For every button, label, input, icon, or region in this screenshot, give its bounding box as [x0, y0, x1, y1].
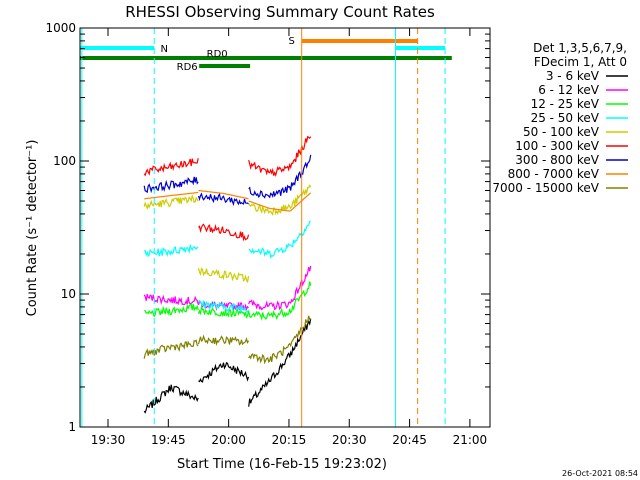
bar-rd0: RD0 [80, 49, 452, 60]
series-segment [198, 223, 250, 242]
legend-header-line-1: Det 1,3,5,6,7,9, [533, 41, 627, 55]
series-segment [198, 299, 250, 313]
y-axis-label: Count Rate (s⁻¹ detector⁻¹) [25, 140, 40, 317]
series-800-7000-kev [144, 189, 312, 212]
series-100-300-kev [143, 135, 312, 242]
timestamp: 26-Oct-2021 08:54 [562, 469, 638, 478]
axes-layer: 19:30 19:45 20:00 20:15 20:30 20:45 21:00 1 10 10… [45, 21, 490, 447]
series-segment [197, 192, 249, 207]
series-segment [248, 184, 312, 217]
y-tick-label: 1000 [45, 21, 76, 35]
legend-label: 25 - 50 keV [531, 111, 600, 125]
x-tick-label: 20:15 [272, 433, 307, 447]
series-segment [144, 191, 199, 200]
series-segment [143, 176, 199, 194]
plot-frame [79, 27, 491, 428]
series-3-6-kev [143, 318, 312, 414]
series-6-12-kev [143, 265, 312, 312]
series-segment [248, 154, 312, 199]
x-tick-label: 20:00 [211, 433, 246, 447]
series-segment [197, 267, 250, 283]
series-segment [248, 265, 312, 311]
x-tick-label: 20:45 [392, 433, 427, 447]
series-segment [248, 318, 312, 407]
bar-label: RD0 [207, 49, 228, 60]
bar-label: S [289, 36, 295, 47]
series-segment [248, 135, 312, 177]
series-segment [248, 315, 311, 365]
x-tick-label: 19:30 [91, 433, 126, 447]
legend-header-line-2: FDecim 1, Att 0 [534, 55, 627, 69]
series-7000-15000-kev [143, 315, 311, 365]
series-300-800-kev [143, 154, 312, 207]
legend-label: 12 - 25 keV [531, 97, 600, 111]
legend-label: 3 - 6 keV [546, 69, 600, 83]
series-segment [144, 243, 199, 258]
series-segment [248, 220, 312, 259]
series-segment [143, 194, 199, 211]
x-tick-label: 21:00 [453, 433, 488, 447]
legend-label: 800 - 7000 keV [508, 167, 600, 181]
series-segment [198, 189, 249, 200]
series-segment [143, 294, 199, 306]
series-segment [197, 305, 250, 319]
bar-s: S [289, 36, 418, 47]
legend-label: 50 - 100 keV [523, 125, 600, 139]
observing-bars-layer: N S RD0 RD6 [80, 36, 452, 73]
bar-n: N [80, 44, 446, 55]
chart-title: RHESSI Observing Summary Count Rates [125, 3, 435, 21]
series-segment [198, 361, 250, 383]
series-segment [143, 384, 199, 414]
series-50-100-kev [143, 184, 312, 283]
y-tick-label: 100 [53, 154, 76, 168]
x-tick-label: 19:45 [151, 433, 186, 447]
x-axis-label: Start Time (16-Feb-15 19:23:02) [177, 457, 387, 472]
legend-label: 100 - 300 keV [515, 139, 599, 153]
series-segment [143, 339, 199, 359]
bar-rd6: RD6 [177, 62, 251, 73]
legend-label: 7000 - 15000 keV [492, 181, 599, 195]
series-25-50-kev [144, 220, 312, 313]
series-layer [143, 135, 312, 414]
series-segment [144, 303, 199, 318]
series-segment [197, 334, 250, 347]
series-segment [248, 192, 312, 212]
bar-label: N [161, 44, 168, 55]
series-segment [248, 281, 312, 321]
vertical-lines-layer [81, 28, 446, 427]
x-tick-label: 20:30 [332, 433, 367, 447]
series-segment [143, 158, 199, 177]
legend-label: 300 - 800 keV [515, 153, 599, 167]
series-12-25-kev [144, 281, 312, 321]
y-tick-label: 10 [61, 287, 76, 301]
bar-label: RD6 [177, 62, 198, 73]
legend-label: 6 - 12 keV [538, 83, 600, 97]
y-tick-label: 1 [68, 420, 76, 434]
